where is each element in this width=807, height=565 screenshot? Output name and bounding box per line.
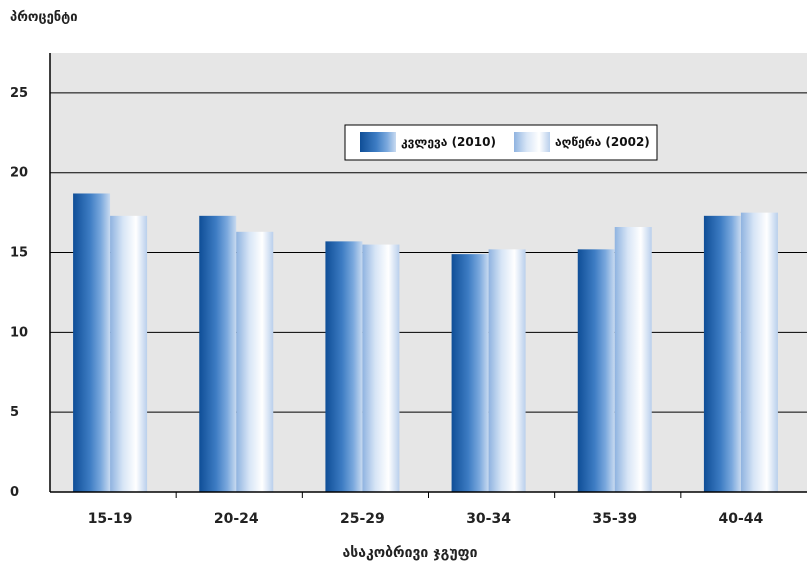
legend-label-series1: კვლევა (2010) <box>401 135 496 149</box>
x-tick-label: 15-19 <box>88 511 133 527</box>
y-axis-title: პროცენტი <box>10 10 78 25</box>
x-tick-label: 25-29 <box>340 511 385 527</box>
bar-series1-15-19 <box>73 193 111 493</box>
bar-series1-20-24 <box>199 215 237 492</box>
bars <box>73 193 778 493</box>
bar-series2-30-34 <box>488 249 526 492</box>
bar-series2-20-24 <box>236 231 274 492</box>
x-tick-label: 20-24 <box>214 511 259 527</box>
legend-swatch-series2 <box>514 132 550 152</box>
y-tick-label: 15 <box>10 246 28 261</box>
bar-series1-35-39 <box>577 249 615 492</box>
bar-series2-35-39 <box>614 227 652 492</box>
y-tick-label: 25 <box>10 86 28 101</box>
y-tick-labels: 0 5 10 15 20 25 <box>10 86 28 500</box>
legend-box <box>344 124 658 161</box>
legend-swatch-series1 <box>360 132 396 152</box>
plot-background <box>50 53 807 492</box>
bar-series2-40-44 <box>740 212 778 493</box>
x-tick-label: 40-44 <box>719 511 764 527</box>
y-tick-label: 0 <box>10 485 19 500</box>
bar-series1-25-29 <box>325 241 363 492</box>
bar-series2-25-29 <box>362 244 400 492</box>
y-tick-label: 20 <box>10 166 28 181</box>
gridlines <box>50 92 807 413</box>
x-tick-label: 30-34 <box>466 511 511 527</box>
bar-series1-40-44 <box>703 215 741 492</box>
x-tick-label: 35-39 <box>592 511 637 527</box>
x-tick-labels: 15-19 20-24 25-29 30-34 35-39 40-44 <box>88 511 764 527</box>
y-tick-label: 10 <box>10 325 28 340</box>
axes <box>49 53 807 498</box>
bar-series2-15-19 <box>110 215 148 492</box>
y-tick-label: 5 <box>10 405 19 420</box>
x-axis-title: ასაკობრივი ჯგუფი <box>343 545 478 561</box>
legend-label-series2: აღწერა (2002) <box>555 135 650 149</box>
bar-series1-30-34 <box>451 254 489 492</box>
legend: კვლევა (2010) აღწერა (2002) <box>344 124 658 161</box>
